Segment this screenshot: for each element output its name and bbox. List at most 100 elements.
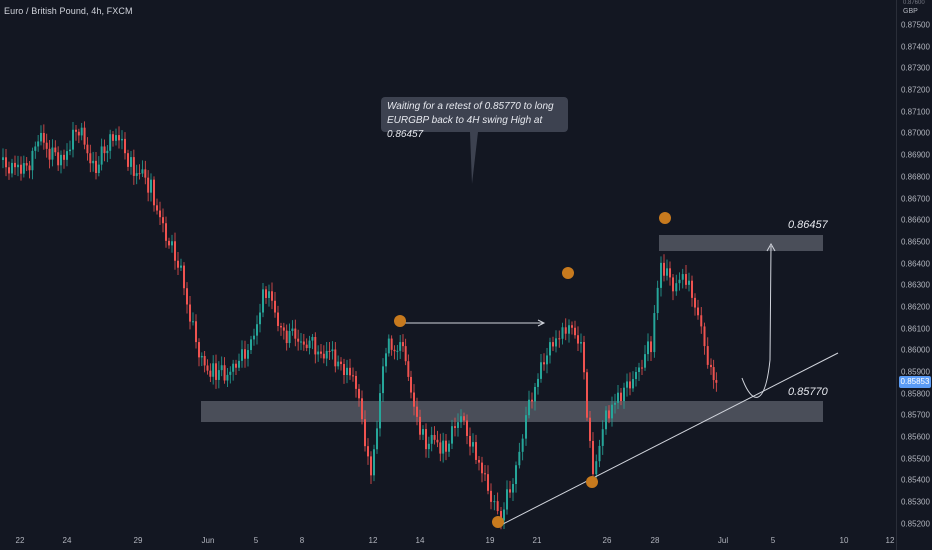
- candle-body: [97, 164, 100, 174]
- candle-body: [66, 151, 68, 160]
- candle-body: [28, 165, 31, 171]
- candle-body: [11, 162, 13, 174]
- price-axis[interactable]: 0.87600 GBP 0.87500 0.87400 0.87300 0.87…: [896, 0, 932, 550]
- candle-body: [577, 335, 579, 344]
- candle-body: [358, 388, 360, 399]
- candle-body: [45, 142, 48, 149]
- swing-marker-3[interactable]: [659, 212, 671, 224]
- candle-body: [666, 268, 668, 276]
- candle-body: [436, 439, 439, 443]
- support-level-label: 0.85770: [788, 386, 828, 398]
- candle-body: [209, 370, 212, 377]
- candle-body: [159, 210, 161, 218]
- chart-area[interactable]: Euro / British Pound, 4h, FXCM Waiting f…: [0, 0, 896, 550]
- swing-marker-4[interactable]: [492, 516, 504, 528]
- candle-body: [448, 443, 450, 452]
- candle-body: [80, 127, 83, 136]
- candle-body: [617, 392, 619, 403]
- candle-body: [274, 300, 276, 313]
- candle-body: [294, 328, 297, 339]
- y-tick: 0.85400: [901, 475, 930, 485]
- candle-body: [641, 367, 643, 369]
- horizontal-arrow-head: [537, 319, 546, 327]
- candle-body: [147, 177, 150, 193]
- candle-body: [451, 426, 453, 444]
- candle-body: [589, 417, 591, 441]
- support-zone[interactable]: [201, 401, 823, 422]
- candle-body: [31, 150, 34, 171]
- candle-body: [601, 429, 604, 446]
- candle-body: [598, 445, 601, 462]
- y-tick: 0.86700: [901, 194, 930, 204]
- candle-body: [132, 157, 135, 176]
- candle-body: [433, 434, 436, 440]
- candle-body: [162, 217, 164, 224]
- candle-body: [407, 361, 410, 377]
- callout-pointer: [470, 132, 478, 184]
- resistance-zone[interactable]: [659, 235, 823, 251]
- candle-body: [525, 415, 527, 439]
- ascending-trendline[interactable]: [496, 352, 839, 528]
- y-tick: 0.86100: [901, 324, 930, 334]
- x-tick: 5: [253, 536, 259, 545]
- candle-body: [331, 349, 334, 352]
- candle-body: [647, 341, 649, 355]
- candle-body: [22, 163, 25, 174]
- candle-body: [512, 484, 514, 493]
- candle-body: [691, 280, 693, 298]
- y-tick: 0.85300: [901, 497, 930, 507]
- candle-body: [490, 490, 492, 502]
- candle-body: [650, 341, 652, 353]
- candle-body: [280, 325, 282, 328]
- candle-body: [393, 349, 396, 352]
- candle-body: [229, 371, 232, 375]
- candle-body: [168, 240, 170, 246]
- swing-marker-2[interactable]: [562, 267, 574, 279]
- candle-body: [364, 419, 366, 447]
- candle-body: [352, 375, 354, 377]
- candle-body: [396, 350, 399, 352]
- x-tick: 24: [62, 536, 72, 545]
- swing-marker-1[interactable]: [394, 315, 406, 327]
- candle-body: [40, 132, 42, 142]
- candle-body: [592, 440, 594, 475]
- candle-body: [399, 342, 402, 351]
- candle-body: [311, 336, 314, 341]
- projection-arrow[interactable]: [741, 245, 772, 398]
- x-tick: 10: [839, 536, 849, 545]
- currency-label: GBP: [903, 8, 918, 15]
- annotation-callout[interactable]: Waiting for a retest of 0.85770 to long …: [381, 97, 568, 140]
- projection-arrow-head: [766, 242, 776, 252]
- candle-body: [144, 169, 147, 178]
- candle-body: [77, 131, 80, 136]
- candle-body: [644, 354, 646, 368]
- candle-body: [663, 262, 665, 276]
- candle-body: [555, 338, 557, 347]
- y-tick: 0.87400: [901, 42, 930, 52]
- y-tick: 0.86400: [901, 259, 930, 269]
- y-tick: 0.86500: [901, 237, 930, 247]
- candle-body: [153, 179, 155, 206]
- candle-body: [376, 428, 378, 450]
- candle-body: [2, 157, 4, 160]
- candle-body: [20, 164, 22, 174]
- candle-body: [253, 335, 255, 340]
- candle-body: [174, 241, 176, 261]
- price-chart[interactable]: [0, 0, 896, 550]
- candle-body: [503, 509, 505, 521]
- swing-marker-5[interactable]: [586, 476, 598, 488]
- candle-body: [700, 315, 703, 327]
- candle-body: [334, 349, 337, 367]
- candle-body: [42, 132, 45, 143]
- candle-body: [416, 406, 418, 417]
- x-tick: 12: [368, 536, 378, 545]
- x-tick: 22: [15, 536, 25, 545]
- candle-body: [685, 274, 687, 285]
- symbol-title[interactable]: Euro / British Pound, 4h, FXCM: [4, 6, 133, 16]
- candle-body: [706, 346, 709, 365]
- candle-body: [247, 350, 249, 359]
- candle-body: [291, 328, 294, 331]
- candle-body: [217, 370, 220, 380]
- candle-body: [469, 435, 471, 447]
- candle-body: [265, 289, 267, 298]
